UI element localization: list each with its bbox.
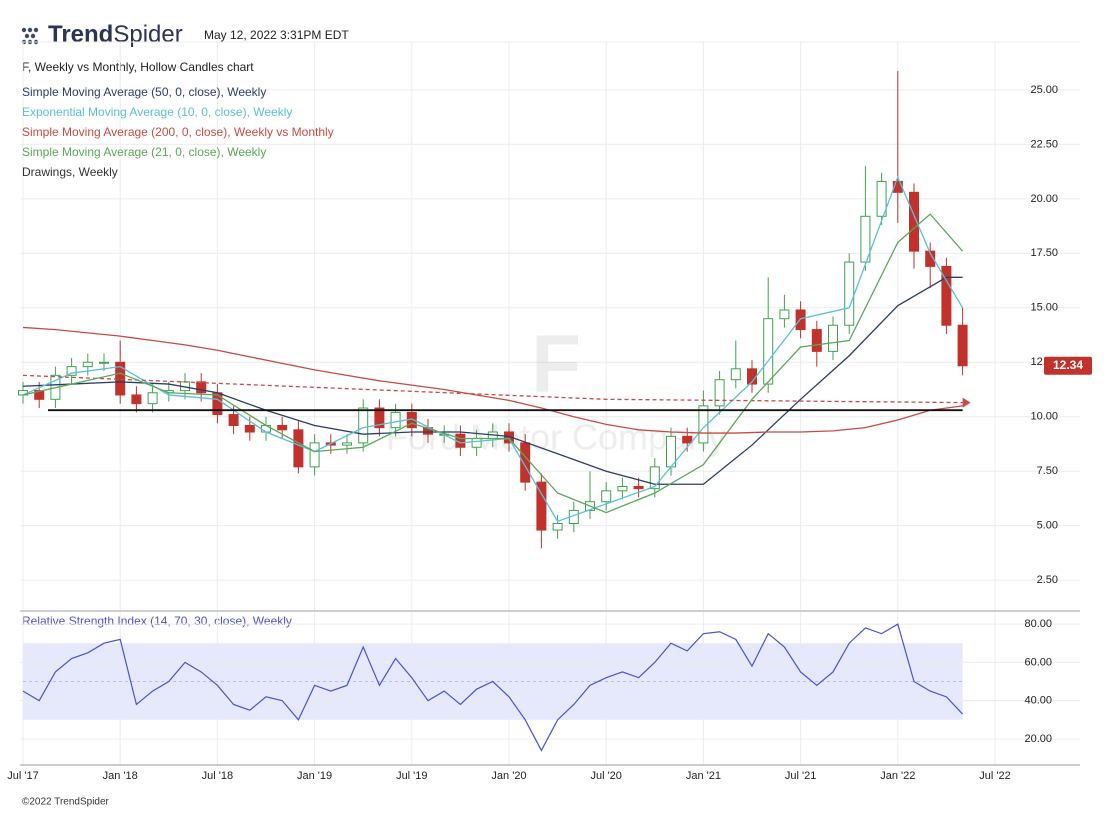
candle-body	[390, 411, 401, 429]
candle-body	[925, 250, 936, 267]
candle-body	[876, 180, 887, 217]
moving-average-line	[22, 213, 964, 514]
candle-body	[358, 407, 369, 444]
y-tick-label: 80.00	[1024, 618, 1052, 630]
legend-entry: Simple Moving Average (21, 0, close), We…	[22, 145, 266, 159]
candle-body	[228, 414, 239, 426]
candle-body	[536, 481, 547, 531]
x-tick-label: Jul '19	[396, 770, 427, 782]
candle-body	[244, 424, 255, 433]
candle-body	[601, 490, 612, 503]
candle-body	[844, 261, 855, 326]
candle-body	[941, 265, 952, 326]
x-tick-label: Jul '21	[785, 770, 816, 782]
rsi-line	[22, 623, 964, 752]
watermark-symbol: F	[531, 319, 581, 410]
candle-body	[552, 523, 563, 531]
x-tick-label: Jan '22	[880, 770, 915, 782]
candle-body	[277, 424, 288, 431]
candle-body	[698, 405, 709, 444]
y-tick-label: 22.50	[1030, 138, 1058, 150]
timestamp: May 12, 2022 3:31PM EDT	[204, 28, 349, 42]
candle-body	[99, 361, 109, 364]
candle-body	[730, 368, 741, 381]
x-tick-label: Jul '20	[590, 770, 621, 782]
y-tick-label: 17.50	[1030, 247, 1058, 259]
candle-body	[131, 394, 142, 405]
x-tick-label: Jul '22	[979, 770, 1010, 782]
candle-body	[34, 390, 45, 400]
candle-body	[633, 485, 644, 490]
brand: TrendSpider	[48, 21, 183, 48]
y-tick-label: 15.00	[1030, 302, 1058, 314]
x-tick-label: Jan '21	[686, 770, 721, 782]
candle-body	[374, 407, 385, 429]
y-tick-label: 20.00	[1030, 193, 1058, 205]
legend-entry: Simple Moving Average (200, 0, close), W…	[22, 125, 334, 139]
candle-body	[196, 381, 207, 394]
moving-average-line	[22, 276, 963, 485]
candle-body	[795, 309, 806, 331]
candle-body	[649, 466, 660, 490]
candle-body	[212, 392, 223, 416]
candle-body	[682, 435, 693, 444]
candle-body	[309, 442, 320, 468]
x-tick-label: Jan '18	[103, 770, 138, 782]
last-price-label: 12.34	[1053, 358, 1083, 372]
x-tick-label: Jan '19	[297, 770, 332, 782]
candle-body	[82, 361, 93, 368]
moving-average-line	[22, 326, 963, 434]
legend-entry: Drawings, Weekly	[22, 165, 118, 179]
y-tick-label: 60.00	[1024, 656, 1052, 668]
candle-body	[714, 379, 725, 407]
x-tick-label: Jul '18	[202, 770, 233, 782]
y-tick-label: 25.00	[1030, 84, 1058, 96]
candle-body	[779, 309, 790, 320]
y-tick-label: 20.00	[1024, 733, 1052, 745]
candle-body	[471, 438, 482, 448]
candle-body	[293, 429, 304, 468]
brand-light: Spider	[113, 21, 182, 48]
candle-body	[909, 191, 919, 252]
y-tick-label: 7.50	[1037, 465, 1058, 477]
y-tick-label: 40.00	[1024, 695, 1052, 707]
candle-body	[342, 442, 352, 446]
candle-body	[811, 329, 822, 352]
brand-bold: Trend	[48, 21, 113, 48]
series-end-marker	[962, 397, 971, 408]
x-tick-label: Jul '17	[7, 770, 38, 782]
chart-title: F, Weekly vs Monthly, Hollow Candles cha…	[22, 60, 254, 74]
moving-average-line	[22, 374, 963, 404]
candle-body	[520, 442, 531, 483]
candle-body	[860, 215, 871, 263]
y-tick-label: 2.50	[1037, 574, 1058, 586]
candle-body	[147, 392, 158, 405]
y-tick-label: 5.00	[1037, 520, 1058, 532]
candle-body	[828, 324, 838, 352]
candle-body	[66, 366, 77, 376]
candle-body	[617, 485, 628, 492]
candle-body	[957, 324, 968, 367]
last-price-box	[1044, 356, 1092, 375]
candle-body	[423, 427, 433, 435]
copyright: ©2022 TrendSpider	[22, 797, 110, 808]
x-tick-label: Jan '20	[491, 770, 526, 782]
candle-body	[763, 318, 774, 385]
legend-entry: Simple Moving Average (50, 0, close), We…	[22, 85, 266, 99]
rsi-title: Relative Strength Index (14, 70, 30, clo…	[22, 614, 292, 628]
y-tick-label: 10.00	[1030, 411, 1058, 423]
legend-entry: Exponential Moving Average (10, 0, close…	[22, 105, 292, 119]
